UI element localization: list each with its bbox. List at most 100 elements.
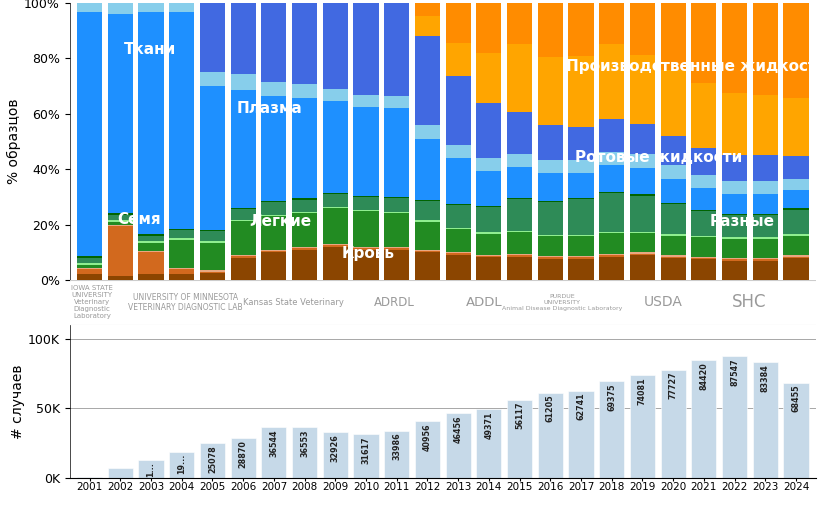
Bar	[629, 375, 654, 478]
Bar	[690, 260, 716, 280]
Bar	[721, 3, 746, 93]
Bar	[383, 198, 409, 212]
Bar	[261, 251, 286, 252]
Bar	[383, 431, 409, 478]
Bar	[200, 273, 224, 280]
Bar	[353, 196, 378, 197]
Bar	[414, 3, 440, 17]
Bar	[107, 468, 133, 478]
Bar	[568, 55, 593, 128]
Bar	[138, 234, 164, 236]
Bar	[660, 203, 685, 204]
Bar	[537, 258, 562, 280]
Text: 87547: 87547	[729, 358, 738, 386]
Bar	[138, 12, 164, 234]
Bar	[599, 165, 623, 192]
Bar	[292, 250, 317, 280]
Bar	[77, 12, 102, 256]
Bar	[414, 201, 440, 220]
Text: Плазма: Плазма	[237, 100, 302, 115]
Bar	[200, 72, 224, 86]
Bar	[599, 233, 623, 254]
Bar	[782, 156, 808, 179]
Bar	[599, 256, 623, 280]
Bar	[782, 256, 808, 258]
Text: 84420: 84420	[699, 362, 708, 390]
Text: Производственные жидкости: Производственные жидкости	[565, 59, 819, 74]
Bar	[537, 202, 562, 235]
Bar	[138, 242, 164, 251]
Bar	[752, 261, 777, 280]
Bar	[476, 257, 501, 280]
Bar	[169, 268, 194, 269]
Bar	[261, 252, 286, 280]
Bar	[230, 221, 256, 255]
Bar	[752, 214, 777, 216]
Bar	[599, 151, 623, 165]
Bar	[383, 197, 409, 198]
Text: USDA: USDA	[643, 295, 681, 309]
Bar	[599, 192, 623, 193]
Bar	[292, 247, 317, 248]
Bar	[782, 258, 808, 280]
Bar	[537, 256, 562, 257]
Bar	[414, 222, 440, 250]
Text: Ткани: Ткани	[124, 42, 175, 57]
Bar	[752, 362, 777, 478]
Text: 32926: 32926	[330, 434, 339, 462]
Bar	[660, 165, 685, 179]
Text: UNIVERSITY OF MINNESOTA
VETERINARY DIAGNOSTIC LAB: UNIVERSITY OF MINNESOTA VETERINARY DIAGN…	[128, 293, 242, 312]
Bar	[537, 201, 562, 202]
Bar	[414, 200, 440, 201]
Bar	[506, 3, 532, 44]
Text: 61205: 61205	[545, 395, 554, 422]
Bar	[261, 3, 286, 82]
Bar	[353, 209, 378, 211]
Bar	[476, 158, 501, 171]
Bar	[169, 240, 194, 268]
Bar	[660, 136, 685, 165]
Bar	[200, 230, 224, 232]
Bar	[476, 255, 501, 256]
Bar	[629, 124, 654, 155]
Bar	[292, 84, 317, 98]
Bar	[690, 256, 716, 258]
Bar	[353, 434, 378, 478]
Bar	[77, 265, 102, 268]
Bar	[77, 477, 102, 478]
Bar	[476, 171, 501, 206]
Bar	[690, 188, 716, 209]
Text: ADRDL: ADRDL	[373, 296, 414, 309]
Text: 19...: 19...	[177, 454, 186, 474]
Text: 33986: 33986	[391, 433, 400, 461]
Bar	[752, 258, 777, 260]
Bar	[690, 211, 716, 236]
Bar	[107, 13, 133, 214]
Bar	[782, 235, 808, 236]
Bar	[721, 181, 746, 193]
Bar	[506, 232, 532, 254]
Bar	[690, 175, 716, 188]
Bar	[200, 242, 224, 270]
Bar	[323, 3, 347, 88]
Text: 62741: 62741	[576, 393, 585, 420]
Bar	[353, 248, 378, 250]
Bar	[476, 207, 501, 232]
Bar	[537, 257, 562, 258]
Bar	[200, 241, 224, 242]
Bar	[383, 3, 409, 96]
Bar	[353, 247, 378, 248]
Bar	[721, 258, 746, 260]
Bar	[537, 57, 562, 125]
Bar	[414, 139, 440, 200]
Bar	[599, 382, 623, 478]
Bar	[752, 155, 777, 181]
Bar	[537, 235, 562, 236]
Text: Kansas State Veterinary: Kansas State Veterinary	[242, 298, 344, 307]
Text: 36544: 36544	[269, 429, 278, 457]
Bar	[476, 103, 501, 158]
Bar	[445, 252, 470, 253]
Bar	[169, 12, 194, 229]
Bar	[323, 246, 347, 247]
Bar	[261, 96, 286, 201]
